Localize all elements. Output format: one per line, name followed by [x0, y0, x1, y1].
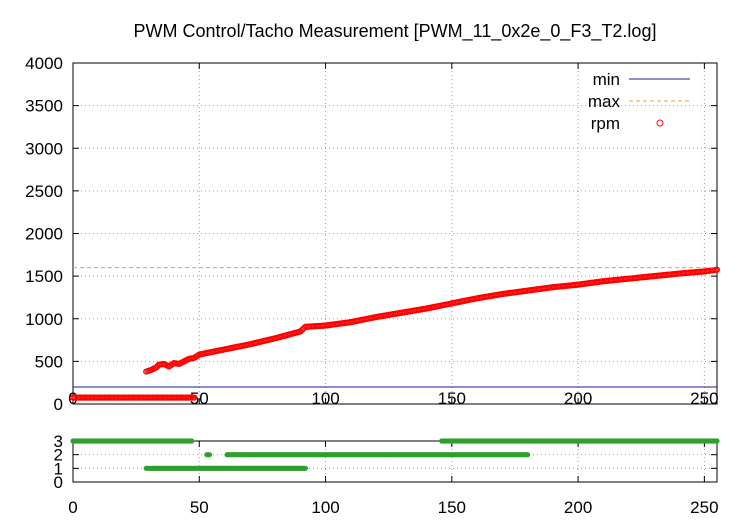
- x-tick-label: 100: [311, 389, 339, 408]
- legend-label-rpm: rpm: [591, 114, 620, 133]
- y-tick-label: 0: [54, 473, 63, 492]
- state-point: [714, 438, 720, 444]
- legend-label-min: min: [593, 70, 620, 89]
- y-tick-label: 3: [54, 432, 63, 451]
- x-tick-label: 100: [311, 498, 339, 517]
- plot-frame: [72, 440, 718, 483]
- y-tick-label: 2: [54, 446, 63, 465]
- y-tick-label: 3500: [25, 97, 63, 116]
- rpm-point: [713, 266, 721, 273]
- chart-title: PWM Control/Tacho Measurement [PWM_11_0x…: [134, 21, 657, 42]
- x-tick-label: 250: [690, 498, 718, 517]
- x-tick-label: 150: [438, 389, 466, 408]
- y-tick-label: 3000: [25, 139, 63, 158]
- y-tick-label: 500: [35, 352, 63, 371]
- x-tick-label: 0: [68, 498, 77, 517]
- state-points: [70, 438, 720, 471]
- x-tick-label: 250: [690, 389, 718, 408]
- y-tick-label: 2000: [25, 225, 63, 244]
- legend-swatch-rpm: [656, 119, 664, 127]
- x-tick-label: 50: [190, 498, 209, 517]
- state-point: [524, 452, 531, 458]
- y-tick-label: 1000: [25, 310, 63, 329]
- x-tick-label: 50: [190, 389, 209, 408]
- rpm-points: [69, 266, 721, 401]
- y-tick-label: 1: [54, 459, 63, 478]
- legend: min max rpm: [588, 70, 690, 133]
- rpm-point: [191, 394, 198, 401]
- y-tick-label: 1500: [25, 267, 63, 286]
- y-tick-label: 0: [54, 395, 63, 414]
- state-point: [189, 438, 195, 444]
- x-tick-label: 200: [564, 498, 592, 517]
- legend-label-max: max: [588, 92, 621, 111]
- x-tick-label: 200: [564, 389, 592, 408]
- state-point: [206, 452, 212, 458]
- x-tick-label: 150: [438, 498, 466, 517]
- state-point: [302, 465, 308, 471]
- y-tick-label: 4000: [25, 54, 63, 73]
- y-tick-label: 2500: [25, 182, 63, 201]
- top-plot: 0 50 100 150 200 2500500100015002000250030003…: [25, 54, 721, 414]
